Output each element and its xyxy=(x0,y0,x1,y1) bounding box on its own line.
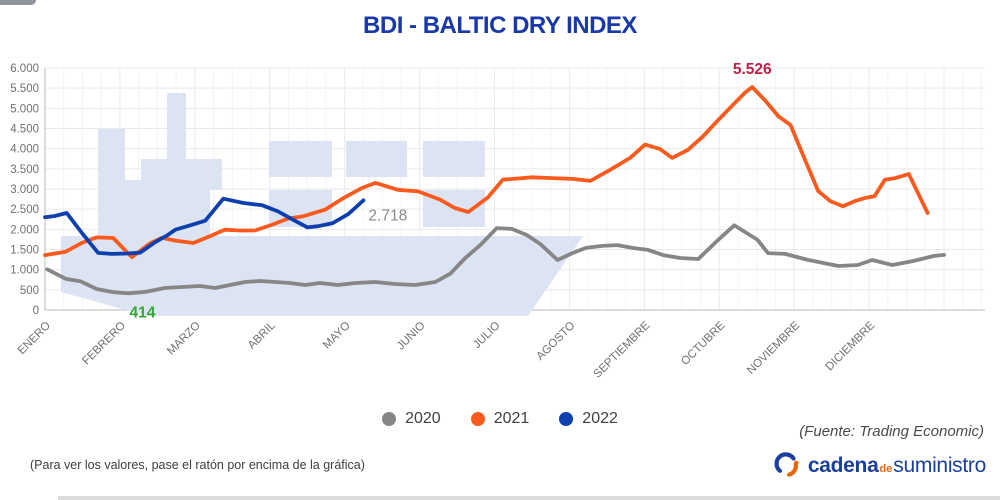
x-axis-label-febrero: FEBRERO xyxy=(80,320,128,368)
ship-bridge-tower xyxy=(98,129,125,236)
y-axis-label: 5.500 xyxy=(10,83,39,95)
x-axis-label-diciembre: DICIEMBRE xyxy=(824,319,878,373)
y-axis-label: 6.000 xyxy=(10,63,39,75)
series-line-2022[interactable] xyxy=(43,196,366,256)
logo-circular-arrows-icon xyxy=(774,452,800,477)
y-axis-label: 1.500 xyxy=(10,245,39,257)
ship-container xyxy=(423,141,485,177)
annotation-2022: 2.718 xyxy=(368,207,407,224)
series-line-2020[interactable] xyxy=(45,223,946,296)
x-axis-label-marzo: MARZO xyxy=(165,320,203,358)
chart-legend: 2020 2021 2022 xyxy=(0,410,1000,428)
window-corner-decoration xyxy=(0,0,36,5)
y-axis-label: 2.500 xyxy=(10,204,39,216)
ship-container xyxy=(346,141,407,177)
annotation-2020: 414 xyxy=(129,304,155,321)
ship-hull xyxy=(61,236,583,316)
legend-dot-2022 xyxy=(559,412,574,426)
chart-annotations: 5.526 2.718 414 xyxy=(129,61,772,321)
logo-word-cadena: cadena xyxy=(807,453,879,477)
bottom-edge-strip xyxy=(58,496,1000,500)
x-axis-label-abril: ABRIL xyxy=(246,319,278,351)
y-axis-label: 500 xyxy=(20,285,39,297)
legend-dot-2020 xyxy=(382,412,397,426)
x-axis-label-octubre: OCTUBRE xyxy=(679,319,727,367)
page-title: BDI - BALTIC DRY INDEX xyxy=(363,12,637,39)
ship-deck-block xyxy=(125,180,141,236)
y-axis-label: 4.000 xyxy=(10,144,39,156)
y-axis-label: 3.500 xyxy=(10,164,39,176)
y-axis-label: 3.000 xyxy=(10,184,39,196)
ship-container xyxy=(269,141,332,177)
ship-watermark xyxy=(61,93,583,316)
legend-item-2021[interactable]: 2021 xyxy=(470,410,530,428)
y-axis-label: 5.000 xyxy=(10,103,39,115)
legend-item-2020[interactable]: 2020 xyxy=(382,410,441,428)
chart-series-lines[interactable] xyxy=(43,85,946,296)
source-credit: (Fuente: Trading Economic) xyxy=(799,423,984,440)
ship-funnel xyxy=(167,93,186,159)
x-axis-label-septiembre: SEPTIEMBRE xyxy=(592,319,653,380)
cadena-de-suministro-logo[interactable]: cadena de suministro xyxy=(774,452,986,479)
ship-superstructure-wing xyxy=(186,159,222,190)
x-axis-label-mayo: MAYO xyxy=(321,320,353,352)
x-axis-labels: ENERO FEBRERO MARZO ABRIL MAYO JUNIO JULIO AGOS… xyxy=(16,319,878,380)
y-axis-label: 2.000 xyxy=(10,224,39,236)
y-axis-labels: 0 500 1.000 1.500 2.000 2.500 3.000 3.500 4.000 4… xyxy=(10,63,39,317)
legend-label-2021: 2021 xyxy=(493,410,530,427)
x-axis-label-noviembre: NOVIEMBRE xyxy=(745,319,803,377)
x-axis-label-junio: JUNIO xyxy=(395,320,428,353)
hover-hint-text: (Para ver los valores, pase el ratón por… xyxy=(30,458,365,472)
legend-label-2020: 2020 xyxy=(405,410,441,427)
y-axis-label: 0 xyxy=(33,305,39,317)
legend-label-2022: 2022 xyxy=(582,410,618,427)
x-axis-label-julio: JULIO xyxy=(471,320,503,352)
legend-item-2022[interactable]: 2022 xyxy=(559,410,618,428)
x-axis-label-enero: ENERO xyxy=(16,320,53,357)
legend-dot-2021 xyxy=(470,412,485,426)
logo-word-de: de xyxy=(879,462,893,475)
x-axis-label-agosto: AGOSTO xyxy=(534,320,577,363)
logo-wordmark: cadena de suministro xyxy=(808,454,986,478)
series-line-2021[interactable] xyxy=(43,85,930,260)
y-axis-label: 4.500 xyxy=(10,124,39,136)
y-axis-label: 1.000 xyxy=(10,265,39,277)
logo-word-suministro: suministro xyxy=(893,453,986,477)
annotation-2021: 5.526 xyxy=(733,61,772,78)
